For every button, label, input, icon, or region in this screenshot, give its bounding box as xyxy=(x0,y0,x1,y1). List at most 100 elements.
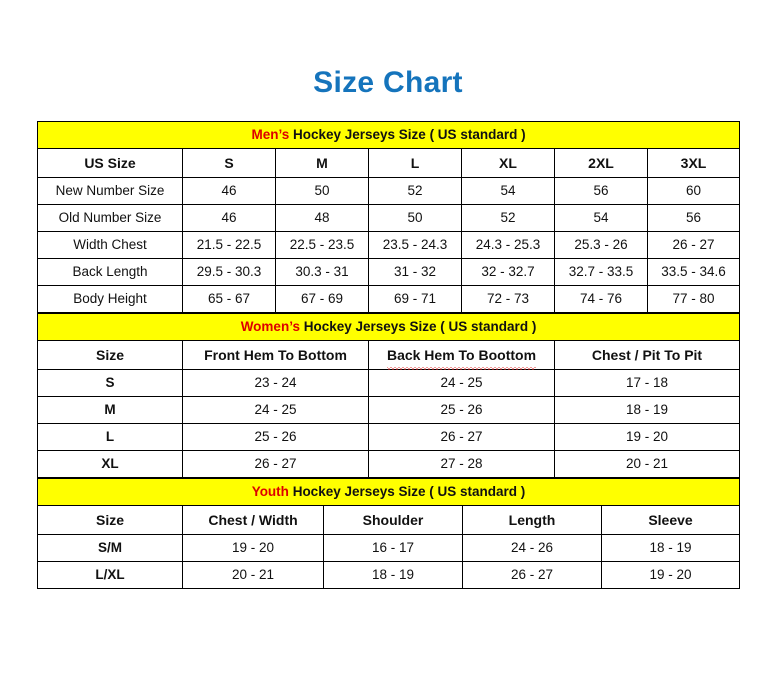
mens-header-cell-0: US Size xyxy=(37,148,183,178)
womens-cell-0-1: 24 - 25 xyxy=(368,369,555,397)
womens-cell-3-1: 27 - 28 xyxy=(368,450,555,478)
womens-header-row: Size Front Hem To Bottom Back Hem To Boo… xyxy=(37,340,740,370)
mens-cell-1-0: 46 xyxy=(182,204,276,232)
mens-cell-0-2: 52 xyxy=(368,177,462,205)
womens-header-misspelled-text: Back Hem To Boottom xyxy=(386,341,537,370)
mens-cell-4-0: 65 - 67 xyxy=(182,285,276,313)
mens-header-cell-2: M xyxy=(275,148,369,178)
table-row: Width Chest 21.5 - 22.5 22.5 - 23.5 23.5… xyxy=(37,231,741,259)
mens-cell-4-5: 77 - 80 xyxy=(646,285,741,313)
mens-cell-4-4: 74 - 76 xyxy=(554,285,648,313)
mens-cell-3-4: 32.7 - 33.5 xyxy=(554,258,648,286)
womens-cell-0-2: 17 - 18 xyxy=(554,369,740,397)
womens-row-label-1: M xyxy=(37,396,183,424)
youth-section-banner: Youth Hockey Jerseys Size ( US standard … xyxy=(37,478,740,506)
mens-cell-2-5: 26 - 27 xyxy=(646,231,741,259)
youth-header-row: Size Chest / Width Shoulder Length Sleev… xyxy=(37,505,740,535)
mens-header-cell-6: 3XL xyxy=(646,148,741,178)
mens-row-label-1: Old Number Size xyxy=(37,204,183,232)
womens-cell-3-0: 26 - 27 xyxy=(182,450,369,478)
womens-row-label-3: XL xyxy=(37,450,183,478)
table-row: Old Number Size 46 48 50 52 54 56 xyxy=(37,204,741,232)
mens-cell-2-3: 24.3 - 25.3 xyxy=(461,231,555,259)
youth-section-banner-row: Youth Hockey Jerseys Size ( US standard … xyxy=(37,478,740,506)
womens-cell-1-0: 24 - 25 xyxy=(182,396,369,424)
youth-row-label-1: L/XL xyxy=(37,561,183,589)
mens-cell-0-1: 50 xyxy=(275,177,369,205)
page-title: Size Chart xyxy=(313,66,463,99)
table-row: XL 26 - 27 27 - 28 20 - 21 xyxy=(37,450,740,478)
mens-header-row: US Size S M L XL 2XL 3XL xyxy=(37,148,741,178)
youth-banner-accent: Youth xyxy=(251,484,289,499)
mens-cell-2-0: 21.5 - 22.5 xyxy=(182,231,276,259)
mens-cell-3-5: 33.5 - 34.6 xyxy=(646,258,741,286)
womens-cell-1-1: 25 - 26 xyxy=(368,396,555,424)
youth-cell-1-1: 18 - 19 xyxy=(323,561,463,589)
table-row: Body Height 65 - 67 67 - 69 69 - 71 72 -… xyxy=(37,285,741,313)
youth-header-cell-1: Chest / Width xyxy=(182,505,324,535)
womens-cell-1-2: 18 - 19 xyxy=(554,396,740,424)
mens-cell-0-5: 60 xyxy=(646,177,741,205)
womens-banner-accent: Women’s xyxy=(240,319,300,334)
womens-section-banner: Women’s Hockey Jerseys Size ( US standar… xyxy=(37,313,740,341)
mens-row-label-2: Width Chest xyxy=(37,231,183,259)
table-row: L/XL 20 - 21 18 - 19 26 - 27 19 - 20 xyxy=(37,561,740,589)
womens-row-label-0: S xyxy=(37,369,183,397)
mens-cell-4-2: 69 - 71 xyxy=(368,285,462,313)
mens-header-cell-4: XL xyxy=(461,148,555,178)
youth-header-cell-4: Sleeve xyxy=(601,505,740,535)
mens-cell-0-0: 46 xyxy=(182,177,276,205)
size-tables-container: Men’s Hockey Jerseys Size ( US standard … xyxy=(36,121,741,589)
mens-cell-1-3: 52 xyxy=(461,204,555,232)
youth-row-label-0: S/M xyxy=(37,534,183,562)
mens-cell-0-3: 54 xyxy=(461,177,555,205)
mens-cell-2-4: 25.3 - 26 xyxy=(554,231,648,259)
mens-cell-1-5: 56 xyxy=(646,204,741,232)
womens-row-label-2: L xyxy=(37,423,183,451)
table-row: M 24 - 25 25 - 26 18 - 19 xyxy=(37,396,740,424)
mens-row-label-4: Body Height xyxy=(37,285,183,313)
womens-header-cell-1: Front Hem To Bottom xyxy=(182,340,369,370)
womens-section-banner-row: Women’s Hockey Jerseys Size ( US standar… xyxy=(37,313,740,341)
youth-cell-0-1: 16 - 17 xyxy=(323,534,463,562)
table-row: L 25 - 26 26 - 27 19 - 20 xyxy=(37,423,740,451)
womens-size-table: Women’s Hockey Jerseys Size ( US standar… xyxy=(37,313,740,478)
mens-row-label-3: Back Length xyxy=(37,258,183,286)
youth-size-table: Youth Hockey Jerseys Size ( US standard … xyxy=(37,478,740,589)
womens-banner-rest: Hockey Jerseys Size ( US standard ) xyxy=(299,319,537,334)
youth-header-cell-0: Size xyxy=(37,505,183,535)
youth-cell-0-0: 19 - 20 xyxy=(182,534,324,562)
mens-cell-0-4: 56 xyxy=(554,177,648,205)
mens-cell-3-3: 32 - 32.7 xyxy=(461,258,555,286)
womens-cell-0-0: 23 - 24 xyxy=(182,369,369,397)
mens-cell-1-1: 48 xyxy=(275,204,369,232)
mens-cell-3-0: 29.5 - 30.3 xyxy=(182,258,276,286)
youth-header-cell-3: Length xyxy=(462,505,602,535)
mens-banner-rest: Hockey Jerseys Size ( US standard ) xyxy=(289,127,526,142)
mens-cell-2-1: 22.5 - 23.5 xyxy=(275,231,369,259)
mens-cell-4-1: 67 - 69 xyxy=(275,285,369,313)
womens-cell-2-2: 19 - 20 xyxy=(554,423,740,451)
womens-cell-3-2: 20 - 21 xyxy=(554,450,740,478)
mens-cell-1-2: 50 xyxy=(368,204,462,232)
mens-cell-3-2: 31 - 32 xyxy=(368,258,462,286)
mens-size-table: Men’s Hockey Jerseys Size ( US standard … xyxy=(36,121,741,313)
mens-banner-accent: Men’s xyxy=(251,127,290,142)
table-row: New Number Size 46 50 52 54 56 60 xyxy=(37,177,741,205)
youth-cell-0-2: 24 - 26 xyxy=(462,534,602,562)
mens-header-cell-1: S xyxy=(182,148,276,178)
mens-cell-3-1: 30.3 - 31 xyxy=(275,258,369,286)
youth-header-cell-2: Shoulder xyxy=(323,505,463,535)
womens-header-cell-2: Back Hem To Boottom xyxy=(368,340,555,370)
youth-cell-0-3: 18 - 19 xyxy=(601,534,740,562)
womens-header-cell-3: Chest / Pit To Pit xyxy=(554,340,740,370)
mens-cell-1-4: 54 xyxy=(554,204,648,232)
mens-header-cell-5: 2XL xyxy=(554,148,648,178)
youth-cell-1-3: 19 - 20 xyxy=(601,561,740,589)
mens-section-banner: Men’s Hockey Jerseys Size ( US standard … xyxy=(36,121,741,149)
mens-header-cell-3: L xyxy=(368,148,462,178)
table-row: S 23 - 24 24 - 25 17 - 18 xyxy=(37,369,740,397)
table-row: Back Length 29.5 - 30.3 30.3 - 31 31 - 3… xyxy=(37,258,741,286)
youth-cell-1-2: 26 - 27 xyxy=(462,561,602,589)
